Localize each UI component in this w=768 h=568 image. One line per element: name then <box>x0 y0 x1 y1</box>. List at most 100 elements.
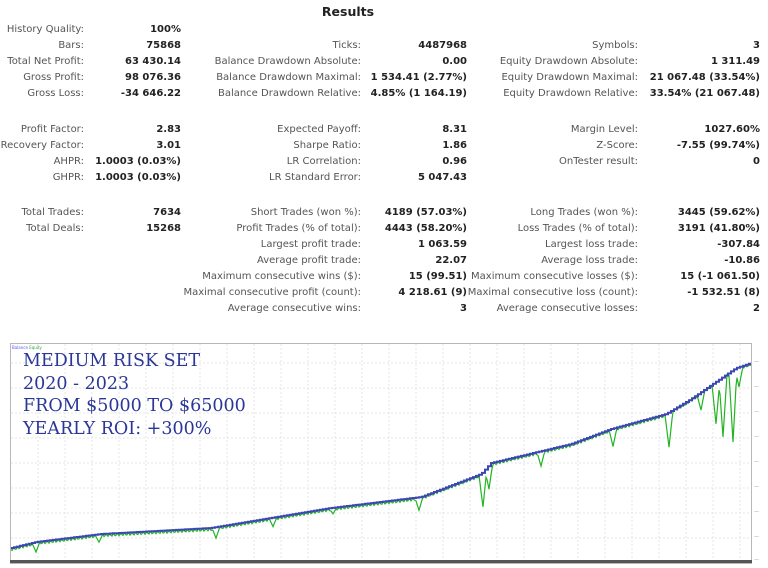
stat-label: Average consecutive losses: <box>496 303 638 314</box>
stat-label: Profit Trades (% of total): <box>236 223 361 234</box>
stat-value: 0.00 <box>442 56 467 67</box>
chart-plot <box>11 344 751 563</box>
stat-label: Ticks: <box>332 40 361 51</box>
stat-label: Total Deals: <box>26 223 84 234</box>
stat-label: Short Trades (won %): <box>250 207 361 218</box>
stat-value: 1 534.41 (2.77%) <box>370 72 467 83</box>
overlay-line-roi: YEARLY ROI: +300% <box>23 418 212 439</box>
stat-label: OnTester result: <box>558 156 638 167</box>
stat-value: 33.54% (21 067.48) <box>649 88 760 99</box>
stat-value: 15 (-1 061.50) <box>680 271 760 282</box>
stat-label: LR Correlation: <box>286 156 361 167</box>
results-title: Results <box>321 4 375 19</box>
stat-value: 4443 (58.20%) <box>384 223 467 234</box>
stat-value: 15 (99.51) <box>408 271 467 282</box>
stat-value: 2 <box>753 303 760 314</box>
overlay-line-growth: FROM $5000 TO $65000 <box>23 396 246 416</box>
stat-label: Average consecutive wins: <box>227 303 361 314</box>
stat-value: 1 063.59 <box>417 239 467 250</box>
stat-value: 63 430.14 <box>125 56 181 67</box>
legend-equity: Equity <box>29 345 42 350</box>
stat-label: Largest profit trade: <box>260 239 361 250</box>
stat-value: 3.01 <box>156 140 181 151</box>
stat-value: 100% <box>150 24 181 35</box>
overlay-line-years: 2020 - 2023 <box>23 373 130 394</box>
stat-value: 4.85% (1 164.19) <box>370 88 467 99</box>
stat-value: 21 067.48 (33.54%) <box>649 72 760 83</box>
stat-label: GHPR: <box>52 172 84 183</box>
stat-label: Total Net Profit: <box>7 56 84 67</box>
stat-label: Average profit trade: <box>256 255 361 266</box>
stat-value: 1 311.49 <box>710 56 760 67</box>
stat-value: 15268 <box>146 223 181 234</box>
stat-value: 1.0003 (0.03%) <box>95 172 181 183</box>
stat-value: 3191 (41.80%) <box>677 223 760 234</box>
stat-value: 4189 (57.03%) <box>384 207 467 218</box>
chart-legend: Balance Equity <box>12 345 42 350</box>
stat-label: Balance Drawdown Relative: <box>217 88 361 99</box>
stat-label: Gross Profit: <box>23 72 84 83</box>
stat-value: 4 218.61 (9) <box>398 287 467 298</box>
stat-label: Profit Factor: <box>20 124 84 135</box>
stat-label: Z-Score: <box>596 140 638 151</box>
stat-value: 1027.60% <box>704 124 760 135</box>
chart-y-axis: — — — — — — — — — <box>752 343 768 565</box>
stat-label: Balance Drawdown Absolute: <box>214 56 361 67</box>
stat-label: Largest loss trade: <box>545 239 638 250</box>
chart-bottom-scrollbar[interactable] <box>10 560 752 563</box>
stat-label: Expected Payoff: <box>277 124 361 135</box>
stat-label: Symbols: <box>592 40 638 51</box>
stat-value: 3 <box>753 40 760 51</box>
stat-value: 2.83 <box>156 124 181 135</box>
stat-label: Recovery Factor: <box>0 140 84 151</box>
balance-equity-chart <box>10 343 752 564</box>
stat-label: Maximal consecutive profit (count): <box>183 287 361 298</box>
y-axis-tick: — <box>754 384 759 390</box>
legend-balance: Balance <box>12 345 28 350</box>
stat-label: Total Trades: <box>21 207 85 218</box>
y-axis-tick: — <box>754 409 759 415</box>
stat-value: 0.96 <box>442 156 467 167</box>
y-axis-tick: — <box>754 434 759 440</box>
stat-value: 75868 <box>146 40 181 51</box>
stat-label: Maximal consecutive loss (count): <box>467 287 638 298</box>
stat-value: 22.07 <box>435 255 467 266</box>
stat-value: 98 076.36 <box>125 72 181 83</box>
promo-overlay-text: MEDIUM RISK SET 2020 - 2023 FROM $5000 T… <box>23 350 246 440</box>
stat-label: Long Trades (won %): <box>530 207 638 218</box>
stat-value: -7.55 (99.74%) <box>676 140 760 151</box>
stat-label: AHPR: <box>53 156 84 167</box>
stat-label: Sharpe Ratio: <box>293 140 361 151</box>
stat-value: 3445 (59.62%) <box>677 207 760 218</box>
stat-label: Margin Level: <box>570 124 638 135</box>
stat-value: -1 532.51 (8) <box>687 287 760 298</box>
y-axis-tick: — <box>754 359 759 365</box>
stat-label: Balance Drawdown Maximal: <box>216 72 361 83</box>
overlay-line-risk-set: MEDIUM RISK SET <box>23 351 201 371</box>
stat-value: 8.31 <box>442 124 467 135</box>
stat-label: LR Standard Error: <box>269 172 361 183</box>
stat-value: -10.86 <box>724 255 760 266</box>
y-axis-tick: — <box>754 484 759 490</box>
y-axis-tick: — <box>754 509 759 515</box>
stat-value: 0 <box>753 156 760 167</box>
stat-value: 3 <box>460 303 467 314</box>
stat-label: Average loss trade: <box>541 255 638 266</box>
stat-value: 1.0003 (0.03%) <box>95 156 181 167</box>
stat-value: -307.84 <box>717 239 760 250</box>
y-axis-tick: — <box>754 459 759 465</box>
stat-label: Equity Drawdown Absolute: <box>499 56 638 67</box>
stat-label: Maximum consecutive wins ($): <box>202 271 361 282</box>
stat-label: Maximum consecutive losses ($): <box>471 271 638 282</box>
stat-label: Loss Trades (% of total): <box>517 223 638 234</box>
balance-line <box>11 362 751 549</box>
stat-label: Equity Drawdown Maximal: <box>501 72 638 83</box>
stat-label: Bars: <box>58 40 84 51</box>
y-axis-tick: — <box>754 557 759 563</box>
stat-value: 7634 <box>153 207 181 218</box>
stat-label: Equity Drawdown Relative: <box>503 88 638 99</box>
stat-value: 4487968 <box>418 40 467 51</box>
stat-value: -34 646.22 <box>120 88 181 99</box>
stat-label: History Quality: <box>6 24 84 35</box>
y-axis-tick: — <box>754 534 759 540</box>
